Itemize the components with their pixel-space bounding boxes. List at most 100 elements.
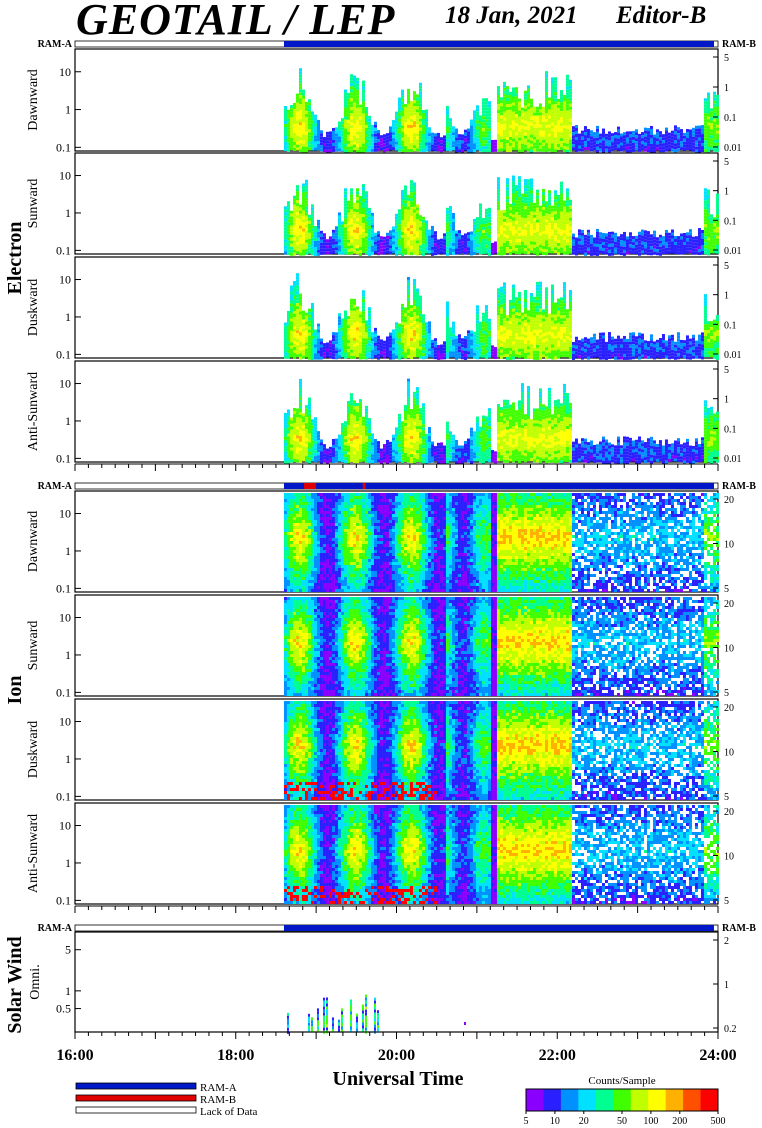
spectrogram-cell (566, 132, 569, 135)
spectrogram-cell (368, 140, 371, 143)
spectrogram-cell (308, 99, 311, 102)
spectrogram-cell (563, 125, 566, 128)
spectrogram-cell (569, 143, 572, 146)
spectrogram-cell (569, 131, 572, 134)
spectrogram-cell (377, 148, 380, 151)
spectrogram-cell (524, 133, 527, 136)
spectrogram-cell (479, 133, 482, 136)
spectrogram-cell (410, 107, 413, 110)
spectrogram-cell (350, 113, 353, 116)
spectrogram-cell (485, 131, 488, 134)
spectrogram-cell (482, 128, 485, 131)
spectrogram-cell (509, 95, 512, 98)
spectrogram-cell (482, 149, 485, 152)
spectrogram-cell (302, 90, 305, 93)
spectrogram-cell (467, 135, 470, 138)
spectrogram-cell (500, 136, 503, 139)
spectrogram-cell (518, 150, 521, 153)
spectrogram-cell (413, 133, 416, 136)
spectrogram-cell (521, 141, 524, 144)
spectrogram-cell (356, 144, 359, 147)
spectrogram-cell (578, 143, 581, 146)
spectrogram-cell (488, 122, 491, 125)
spectrogram-cell (497, 110, 500, 113)
spectrogram-cell (545, 110, 548, 113)
spectrogram-cell (506, 131, 509, 134)
spectrogram-cell (488, 134, 491, 137)
spectrogram-cell (314, 127, 317, 130)
spectrogram-cell (563, 104, 566, 107)
spectrogram-cell (347, 99, 350, 102)
spectrogram-cell (359, 147, 362, 150)
spectrogram-cell (545, 113, 548, 116)
spectrogram-cell (332, 146, 335, 149)
spectrogram-cell (479, 115, 482, 118)
spectrogram-cell (350, 122, 353, 125)
spectrogram-cell (476, 117, 479, 120)
spectrogram-cell (338, 145, 341, 148)
spectrogram-cell (326, 138, 329, 141)
spectrogram-cell (362, 126, 365, 129)
spectrogram-cell (407, 131, 410, 134)
spectrogram-cell (560, 132, 563, 135)
spectrogram-cell (404, 104, 407, 107)
spectrogram-cell (494, 149, 497, 152)
spectrogram-cell (410, 140, 413, 143)
spectrogram-cell (299, 95, 302, 98)
spectrogram-cell (323, 140, 326, 143)
spectrogram-cell (371, 137, 374, 140)
spectrogram-cell (512, 141, 515, 144)
spectrogram-cell (557, 120, 560, 123)
spectrogram-cell (554, 86, 557, 89)
spectrogram-cell (524, 106, 527, 109)
spectrogram-cell (353, 109, 356, 112)
spectrogram-cell (509, 107, 512, 110)
spectrogram-cell (344, 102, 347, 105)
spectrogram-cell (419, 149, 422, 152)
spectrogram-cell (308, 105, 311, 108)
spectrogram-cell (542, 149, 545, 152)
spectrogram-cell (413, 124, 416, 127)
spectrogram-cell (500, 100, 503, 103)
spectrogram-cell (284, 148, 287, 151)
spectrogram-cell (521, 120, 524, 123)
spectrogram-cell (374, 122, 377, 125)
spectrogram-cell (308, 114, 311, 117)
spectrogram-cell (494, 146, 497, 149)
spectrogram-cell (539, 103, 542, 106)
spectrogram-cell (299, 68, 302, 71)
spectrogram-cell (512, 105, 515, 108)
spectrogram-cell (329, 146, 332, 149)
spectrogram-cell (365, 140, 368, 143)
spectrogram-cell (371, 134, 374, 137)
spectrogram-cell (560, 108, 563, 111)
spectrogram-cell (524, 118, 527, 121)
spectrogram-cell (368, 119, 371, 122)
spectrogram-cell (338, 130, 341, 133)
spectrogram-cell (545, 131, 548, 134)
spectrogram-cell (326, 132, 329, 135)
spectrogram-cell (410, 134, 413, 137)
spectrogram-cell (350, 116, 353, 119)
spectrogram-cell (344, 126, 347, 129)
spectrogram-cell (344, 123, 347, 126)
spectrogram-cell (335, 133, 338, 136)
spectrogram-cell (398, 113, 401, 116)
spectrogram-cell (512, 117, 515, 120)
spectrogram-cell (305, 144, 308, 147)
spectrogram-cell (494, 140, 497, 143)
spectrogram-cell (467, 150, 470, 153)
spectrogram-cell (386, 139, 389, 142)
spectrogram-cell (557, 129, 560, 132)
spectrogram-cell (575, 134, 578, 137)
spectrogram-cell (479, 127, 482, 130)
spectrogram-cell (293, 103, 296, 106)
spectrogram-cell (509, 143, 512, 146)
spectrogram-cell (506, 89, 509, 92)
spectrogram-cell (488, 101, 491, 104)
spectrogram-cell (509, 119, 512, 122)
spectrogram-cell (365, 131, 368, 134)
spectrogram-cell (407, 110, 410, 113)
spectrogram-cell (524, 97, 527, 100)
spectrogram-cell (506, 137, 509, 140)
